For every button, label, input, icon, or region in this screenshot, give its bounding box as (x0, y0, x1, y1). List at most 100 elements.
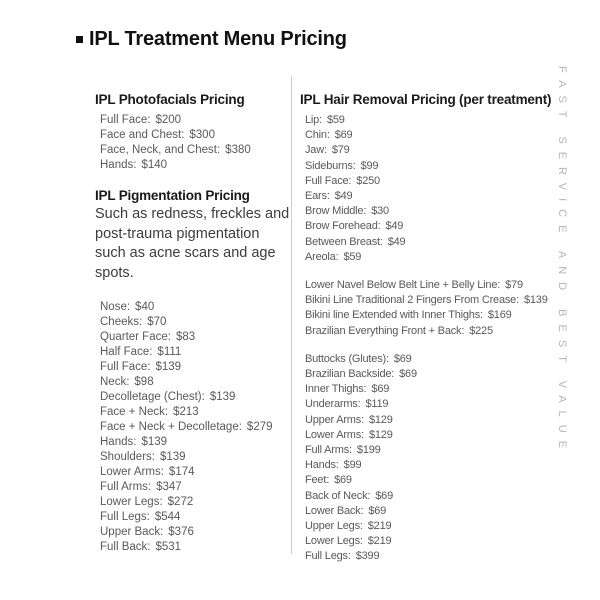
item-price: $139 (523, 294, 548, 307)
item-label: Lower Navel Below Belt Line + Belly Line… (305, 279, 501, 292)
price-row: Inner Thighs: $69 (305, 382, 562, 397)
square-bullet-icon (76, 36, 83, 43)
item-label: Full Back: (100, 541, 151, 553)
item-price: $40 (135, 301, 155, 313)
item-price: $70 (147, 316, 167, 328)
item-price: $200 (155, 114, 182, 126)
item-price: $169 (487, 309, 512, 322)
item-price: $98 (134, 376, 154, 388)
item-label: Areola: (305, 250, 339, 263)
item-label: Lower Legs: (100, 496, 163, 508)
price-row: Full Arms: $199 (305, 443, 562, 458)
price-row: Back of Neck: $69 (305, 489, 562, 504)
item-price: $199 (356, 444, 381, 457)
item-price: $347 (156, 481, 182, 493)
price-row: Upper Legs: $219 (305, 519, 562, 534)
item-label: Neck: (100, 376, 130, 388)
item-label: Half Face: (100, 346, 153, 358)
price-row: Lower Arms: $174 (100, 465, 295, 480)
price-row: Jaw: $79 (305, 143, 562, 158)
item-label: Between Breast: (305, 235, 383, 248)
item-price: $174 (168, 466, 195, 478)
item-label: Face + Neck + Decolletage: (100, 421, 242, 433)
price-row: Areola: $59 (305, 250, 562, 265)
item-label: Full Arms: (305, 444, 352, 457)
hair-removal-group-2: Lower Navel Below Belt Line + Belly Line… (300, 278, 562, 339)
item-label: Brow Middle: (305, 205, 367, 218)
item-price: $69 (399, 368, 417, 381)
price-row: Hands: $139 (100, 435, 295, 450)
item-label: Jaw: (305, 144, 327, 157)
price-row: Quarter Face: $83 (100, 330, 295, 345)
item-label: Full Legs: (100, 511, 150, 523)
item-price: $69 (334, 474, 352, 487)
price-row: Bikini line Extended with Inner Thighs: $… (305, 308, 562, 323)
item-price: $140 (141, 159, 168, 171)
photofacials-heading: IPL Photofacials Pricing (95, 92, 245, 107)
price-row: Decolletage (Chest): $139 (100, 390, 295, 405)
item-price: $49 (334, 190, 353, 203)
price-row: Upper Arms: $129 (305, 413, 562, 428)
price-row: Full Back: $531 (100, 540, 295, 555)
price-row: Lower Back: $69 (305, 504, 562, 519)
price-row: Face + Neck + Decolletage: $279 (100, 420, 295, 435)
item-price: $79 (505, 279, 523, 292)
item-label: Cheeks: (100, 316, 143, 328)
price-row: Between Breast: $49 (305, 235, 562, 250)
item-price: $119 (365, 398, 389, 411)
item-label: Bikini line Extended with Inner Thighs: (305, 309, 483, 322)
item-label: Chin: (305, 129, 330, 142)
item-label: Brazilian Everything Front + Back: (305, 324, 465, 337)
pigmentation-description: Such as redness, freckles and post-traum… (95, 206, 290, 281)
price-row: Ears: $49 (305, 189, 562, 204)
item-label: Lower Arms: (100, 466, 164, 478)
item-price: $69 (375, 489, 394, 502)
price-row: Full Face: $139 (100, 360, 295, 375)
item-price: $380 (225, 144, 251, 156)
price-row: Face and Chest: $300 (100, 128, 295, 143)
price-row: Cheeks: $70 (100, 315, 295, 330)
hair-removal-heading: IPL Hair Removal Pricing (per treatment) (300, 92, 552, 107)
right-column: IPL Hair Removal Pricing (per treatment)… (300, 92, 562, 565)
item-label: Sideburns: (305, 159, 356, 172)
price-row: Hands: $99 (305, 458, 562, 473)
item-price: $219 (367, 535, 392, 548)
item-label: Brow Forehead: (305, 220, 381, 233)
item-price: $30 (371, 205, 389, 218)
price-row: Neck: $98 (100, 375, 295, 390)
price-row: Chin: $69 (305, 128, 562, 143)
hair-removal-group-3: Buttocks (Glutes): $69 Brazilian Backside… (300, 352, 562, 565)
price-row: Full Face: $250 (305, 174, 562, 189)
item-label: Underarms: (305, 398, 361, 411)
price-row: Lower Legs: $219 (305, 534, 562, 549)
item-label: Nose: (100, 301, 131, 313)
item-price: $376 (168, 526, 194, 538)
item-price: $279 (246, 421, 273, 433)
price-row: Sideburns: $99 (305, 159, 562, 174)
item-label: Upper Back: (100, 526, 164, 538)
item-price: $59 (326, 114, 345, 126)
item-label: Face and Chest: (100, 129, 185, 141)
item-label: Full Face: (100, 114, 151, 126)
photofacials-list: Full Face: $200 Face and Chest: $300 Face,… (95, 113, 295, 173)
item-label: Hands: (100, 159, 137, 171)
item-price: $300 (189, 129, 215, 141)
item-price: $69 (393, 352, 412, 365)
item-price: $139 (155, 361, 182, 373)
item-label: Buttocks (Glutes): (305, 352, 389, 365)
item-label: Upper Arms: (305, 413, 364, 426)
item-label: Ears: (305, 190, 330, 203)
price-row: Feet: $69 (305, 473, 562, 488)
column-divider (291, 76, 292, 554)
price-row: Lip: $59 (305, 113, 562, 128)
item-label: Brazilian Backside: (305, 368, 395, 381)
price-row: Nose: $40 (100, 300, 295, 315)
item-price: $99 (343, 459, 362, 472)
item-price: $111 (157, 346, 182, 358)
price-row: Brow Forehead: $49 (305, 219, 562, 234)
item-label: Hands: (305, 459, 339, 472)
item-price: $213 (173, 406, 199, 418)
price-row: Full Legs: $544 (100, 510, 295, 525)
item-label: Decolletage (Chest): (100, 391, 205, 403)
item-price: $250 (356, 174, 380, 187)
